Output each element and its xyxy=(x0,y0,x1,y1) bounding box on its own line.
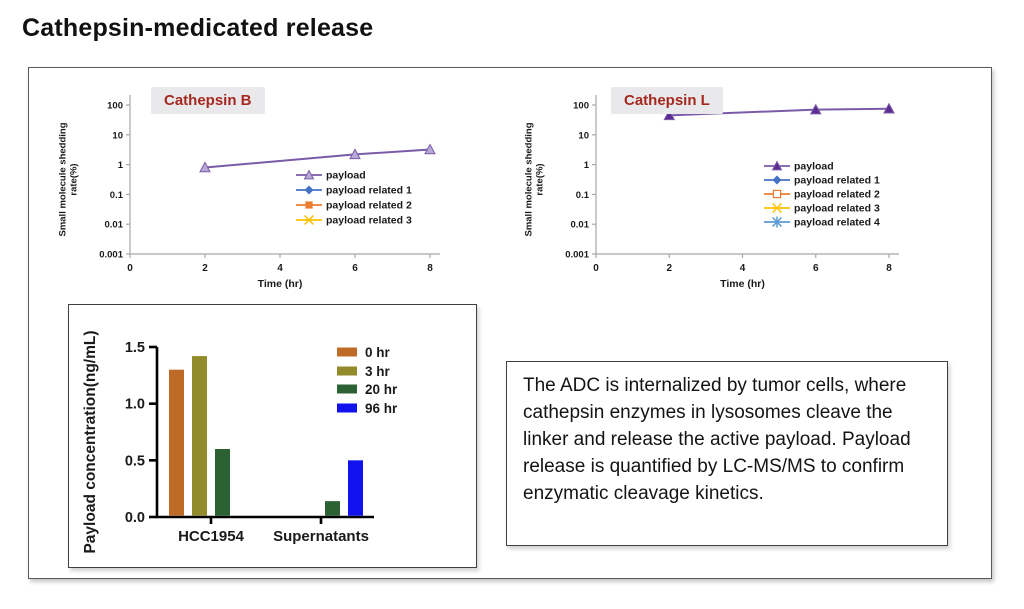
svg-text:HCC1954: HCC1954 xyxy=(178,528,245,545)
svg-text:1.5: 1.5 xyxy=(125,340,145,356)
svg-text:0.01: 0.01 xyxy=(571,220,590,231)
svg-text:2: 2 xyxy=(666,263,672,274)
svg-text:payload related 1: payload related 1 xyxy=(794,175,880,187)
svg-text:0.01: 0.01 xyxy=(105,220,124,231)
svg-text:100: 100 xyxy=(573,101,589,112)
svg-text:1: 1 xyxy=(118,160,124,171)
svg-text:Time (hr): Time (hr) xyxy=(720,278,765,290)
svg-text:6: 6 xyxy=(813,263,819,274)
cathepsin-b-title-badge: Cathepsin B xyxy=(151,87,265,114)
cathepsin-l-title-badge: Cathepsin L xyxy=(611,87,723,114)
svg-text:4: 4 xyxy=(277,263,283,274)
payload-concentration-bar-chart: 0.0 0.5 1.0 1.5 HCC1954 Supernatants Payload c… xyxy=(82,330,398,553)
svg-text:1.0: 1.0 xyxy=(125,397,145,413)
svg-text:0.5: 0.5 xyxy=(125,453,145,469)
svg-text:0.001: 0.001 xyxy=(565,250,589,261)
svg-text:0.1: 0.1 xyxy=(110,190,124,201)
page-title: Cathepsin-medicated release xyxy=(22,14,374,42)
figure-panel: 100 10 1 0.1 0.01 0.001 0 2 4 6 8 Time (hr) Small mo… xyxy=(28,67,992,579)
svg-text:Small molecule sheddingrate(%): Small molecule sheddingrate(%) xyxy=(524,122,546,236)
svg-text:payload: payload xyxy=(326,170,366,182)
svg-text:0.0: 0.0 xyxy=(125,510,145,526)
svg-text:8: 8 xyxy=(427,263,433,274)
svg-text:payload related 2: payload related 2 xyxy=(794,189,880,201)
svg-text:payload related 1: payload related 1 xyxy=(326,185,412,197)
cathepsin-l-line-chart: 100 10 1 0.1 0.01 0.001 0 2 4 6 8 Time (hr) Small mo… xyxy=(524,95,899,290)
svg-text:20 hr: 20 hr xyxy=(365,382,398,397)
svg-text:0 hr: 0 hr xyxy=(365,345,391,360)
svg-text:payload related 2: payload related 2 xyxy=(326,200,412,212)
svg-text:Payload concentration(ng/mL): Payload concentration(ng/mL) xyxy=(82,330,99,553)
svg-text:payload: payload xyxy=(794,161,834,173)
svg-text:0.001: 0.001 xyxy=(99,250,123,261)
svg-text:payload related 4: payload related 4 xyxy=(794,217,880,229)
description-text: The ADC is internalized by tumor cells, … xyxy=(523,375,911,504)
cathepsin-b-line-chart: 100 10 1 0.1 0.01 0.001 0 2 4 6 8 Time (hr) Small mo… xyxy=(58,95,440,290)
svg-text:0: 0 xyxy=(127,263,133,274)
svg-text:Time (hr): Time (hr) xyxy=(258,278,303,290)
svg-text:1: 1 xyxy=(584,160,590,171)
svg-text:Supernatants: Supernatants xyxy=(273,528,369,545)
svg-text:10: 10 xyxy=(112,130,123,141)
svg-text:3 hr: 3 hr xyxy=(365,364,391,379)
svg-text:96 hr: 96 hr xyxy=(365,401,398,416)
svg-text:8: 8 xyxy=(886,263,892,274)
svg-text:0.1: 0.1 xyxy=(576,190,590,201)
svg-text:100: 100 xyxy=(107,101,123,112)
description-text-box: The ADC is internalized by tumor cells, … xyxy=(506,361,948,546)
svg-text:10: 10 xyxy=(578,130,589,141)
svg-text:2: 2 xyxy=(202,263,208,274)
svg-text:4: 4 xyxy=(740,263,746,274)
svg-text:payload related 3: payload related 3 xyxy=(794,203,880,215)
svg-text:6: 6 xyxy=(352,263,358,274)
bar-chart-box: 0.0 0.5 1.0 1.5 HCC1954 Supernatants Payload c… xyxy=(68,304,477,568)
svg-text:payload related 3: payload related 3 xyxy=(326,215,412,227)
svg-text:0: 0 xyxy=(593,263,599,274)
svg-text:Small molecule sheddingrate(%): Small molecule sheddingrate(%) xyxy=(58,122,80,236)
